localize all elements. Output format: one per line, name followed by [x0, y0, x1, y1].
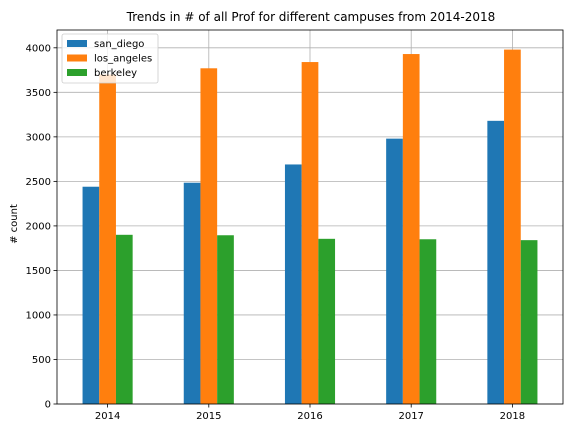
- x-tick-label: 2014: [95, 411, 120, 422]
- bar-san_diego-2016: [284, 164, 302, 404]
- legend-label-berkeley: berkeley: [94, 68, 137, 79]
- x-tick-label: 2017: [398, 411, 423, 422]
- bar-los_angeles-2018: [504, 49, 521, 404]
- bar-san_diego-2018: [487, 120, 505, 404]
- bar-berkeley-2014: [115, 234, 133, 404]
- y-tick-label: 2000: [26, 221, 51, 232]
- x-tick-label: 2015: [196, 411, 221, 422]
- bar-san_diego-2014: [82, 186, 100, 404]
- bar-berkeley-2018: [520, 240, 538, 404]
- bar-san_diego-2017: [386, 138, 403, 404]
- x-axis-ticks: 2014 2015 2016 2017 2018: [95, 404, 525, 422]
- y-tick-label: 2500: [26, 177, 51, 188]
- y-tick-label: 3500: [26, 88, 51, 99]
- legend: san_diego los_angeles berkeley: [61, 33, 159, 84]
- y-tick-label: 3000: [26, 132, 51, 143]
- legend-label-los_angeles: los_angeles: [94, 54, 152, 65]
- legend-label-san_diego: san_diego: [94, 39, 144, 50]
- bar-san_diego-2015: [183, 182, 201, 404]
- y-tick-label: 1000: [26, 310, 51, 321]
- y-tick-label: 0: [45, 400, 51, 411]
- y-tick-label: 1500: [26, 266, 51, 277]
- bar-berkeley-2016: [318, 238, 336, 404]
- bars-group: [82, 49, 538, 405]
- y-tick-label: 4000: [26, 43, 51, 54]
- legend-swatch-berkeley: [67, 69, 87, 76]
- bar-los_angeles-2015: [200, 68, 218, 405]
- y-axis-label: # count: [9, 204, 20, 244]
- y-axis-ticks: 0 500 1000 1500 2000 2500 3000 3500 4000: [26, 43, 57, 411]
- legend-swatch-san_diego: [67, 40, 87, 47]
- bar-los_angeles-2016: [301, 62, 319, 405]
- legend-swatch-los_angeles: [67, 54, 87, 62]
- bar-berkeley-2015: [217, 235, 234, 404]
- chart-title: Trends in # of all Prof for different ca…: [126, 10, 496, 24]
- bar-los_angeles-2014: [99, 74, 116, 405]
- x-tick-label: 2016: [297, 411, 322, 422]
- y-tick-label: 500: [32, 355, 51, 366]
- bar-berkeley-2017: [419, 239, 437, 404]
- x-tick-label: 2018: [500, 411, 525, 422]
- bar-los_angeles-2017: [402, 54, 420, 405]
